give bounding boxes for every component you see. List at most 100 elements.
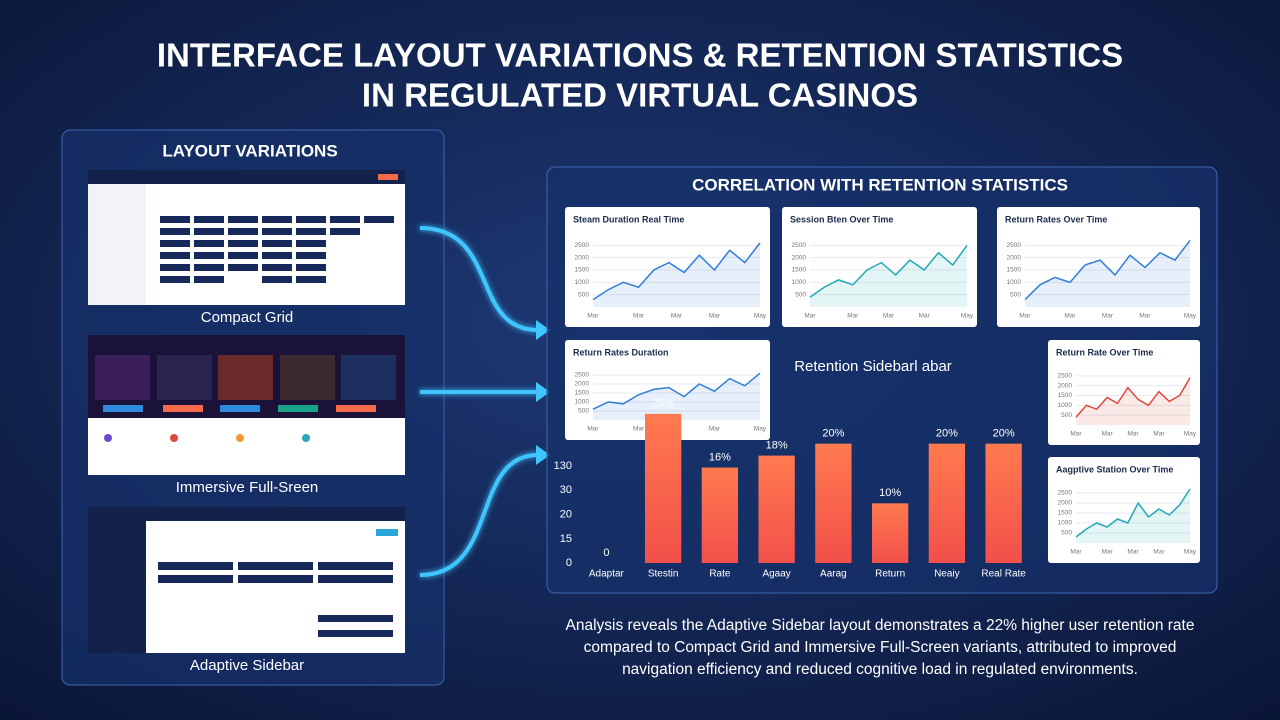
value-label: 0	[603, 547, 609, 559]
y-tick-label: 2500	[575, 242, 590, 249]
y-tick-label: 500	[578, 408, 589, 415]
x-tick-label: Mar	[883, 313, 895, 320]
x-tick-label: Mar	[1102, 313, 1114, 320]
panel-heading: LAYOUT VARIATIONS	[162, 141, 337, 160]
y-tick-label: 500	[795, 291, 806, 298]
x-tick-label: Mar	[1101, 549, 1113, 556]
chart-card	[565, 340, 770, 440]
bar	[815, 443, 852, 563]
chart-card	[1048, 457, 1200, 563]
value-label: 20%	[822, 428, 844, 440]
line-area	[810, 245, 967, 307]
y-tick-label: 2500	[792, 242, 807, 249]
x-tick-label: Mar	[847, 313, 859, 320]
value-label: 25%	[652, 398, 674, 410]
bar	[758, 455, 795, 563]
x-tick-label: May	[961, 313, 974, 320]
y-tick-label: 500	[1061, 412, 1072, 419]
x-tick-label: Mar	[1064, 313, 1076, 320]
y-label: 15	[560, 533, 572, 545]
layout-caption: Immersive Full-Sreen	[176, 479, 319, 496]
value-label: 16%	[709, 451, 731, 463]
layout-caption: Adaptive Sidebar	[190, 657, 304, 674]
x-tick-label: Rate	[709, 569, 731, 580]
x-tick-label: Mar	[1070, 549, 1082, 556]
mockup-compact	[88, 170, 405, 305]
chart-title: Retention Sidebarl abar	[794, 358, 952, 375]
x-tick-label: Mar	[1101, 431, 1113, 438]
x-tick-label: Neaiy	[934, 569, 960, 580]
x-tick-label: Stestin	[648, 569, 679, 580]
bar	[701, 467, 739, 563]
y-label: 130	[554, 460, 572, 472]
bar	[644, 413, 682, 563]
chart-title: Return Rates Over Time	[1005, 214, 1107, 224]
chart-title: Session Bten Over Time	[790, 214, 893, 224]
x-tick-label: Mar	[709, 313, 721, 320]
x-tick-label: Mar	[633, 313, 645, 320]
value-label: 10%	[879, 487, 901, 499]
x-tick-label: May	[754, 426, 767, 433]
x-tick-label: Mar	[587, 313, 599, 320]
x-tick-label: Mar	[587, 426, 599, 433]
caption-line: Analysis reveals the Adaptive Sidebar la…	[566, 617, 1195, 634]
chart-title: Return Rates Duration	[573, 347, 669, 357]
x-tick-label: Mar	[1153, 431, 1165, 438]
y-label: 0	[566, 557, 572, 569]
y-tick-label: 1000	[1058, 520, 1073, 527]
chart-card	[565, 207, 770, 327]
y-tick-label: 1500	[575, 267, 590, 274]
y-tick-label: 1500	[1007, 267, 1022, 274]
x-tick-label: May	[1184, 431, 1197, 438]
title-line: IN REGULATED VIRTUAL CASINOS	[362, 77, 918, 114]
y-tick-label: 1000	[575, 279, 590, 286]
x-tick-label: Real Rate	[981, 569, 1026, 580]
x-tick-label: Aarag	[820, 569, 847, 580]
y-tick-label: 500	[1061, 530, 1072, 537]
y-tick-label: 2500	[1007, 242, 1022, 249]
title-line: INTERFACE LAYOUT VARIATIONS & RETENTION …	[157, 37, 1123, 74]
y-tick-label: 2000	[1007, 254, 1022, 261]
x-tick-label: Adaptar	[589, 569, 625, 580]
x-tick-label: Mar	[671, 313, 683, 320]
mockup-adaptive	[88, 507, 405, 653]
chart-title: Aagptive Station Over Time	[1056, 464, 1173, 474]
caption-line: navigation efficiency and reduced cognit…	[622, 661, 1138, 678]
line	[1075, 377, 1191, 418]
value-label: 18%	[766, 440, 788, 452]
x-tick-label: Mar	[1070, 431, 1082, 438]
y-tick-label: 1000	[1007, 279, 1022, 286]
x-tick-label: Mar	[1127, 431, 1139, 438]
arrowheads	[536, 320, 550, 465]
value-label: 20%	[993, 428, 1015, 440]
bar	[871, 503, 909, 563]
x-tick-label: Return	[875, 569, 905, 580]
line-area	[593, 242, 760, 307]
x-tick-label: Mar	[1127, 549, 1139, 556]
x-tick-label: Mar	[709, 426, 721, 433]
panel-heading: CORRELATION WITH RETENTION STATISTICS	[692, 175, 1068, 194]
line-area	[1076, 489, 1190, 543]
x-tick-label: Mar	[1153, 549, 1165, 556]
y-tick-label: 2500	[1058, 373, 1073, 380]
x-tick-label: May	[754, 313, 767, 320]
y-tick-label: 2500	[1058, 490, 1073, 497]
line-area	[593, 373, 760, 420]
x-tick-label: Mar	[804, 313, 816, 320]
layout-caption: Compact Grid	[201, 309, 294, 326]
chart-title: Return Rate Over Time	[1056, 347, 1153, 357]
y-tick-label: 1500	[575, 390, 590, 397]
arrows	[419, 226, 539, 577]
bar	[985, 443, 1022, 563]
y-tick-label: 1000	[1058, 402, 1073, 409]
y-tick-label: 1000	[575, 399, 590, 406]
y-tick-label: 1000	[792, 279, 807, 286]
value-label: 20%	[936, 428, 958, 440]
chart-card	[997, 207, 1200, 327]
x-tick-label: May	[1184, 549, 1197, 556]
line	[1075, 488, 1191, 538]
x-tick-label: May	[1184, 313, 1197, 320]
caption-line: compared to Compact Grid and Immersive F…	[584, 639, 1177, 656]
line-area	[1025, 240, 1190, 307]
